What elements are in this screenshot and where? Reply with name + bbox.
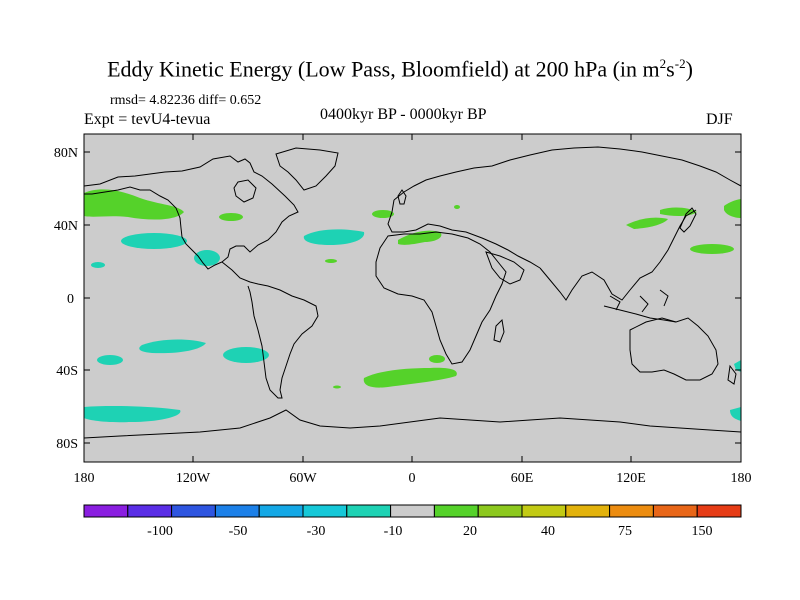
- coast-south-asia: [539, 209, 697, 301]
- colorbar-label-minus50: -50: [229, 524, 248, 539]
- lon-label-180w: 180: [74, 471, 95, 486]
- colorbar-box-8: [433, 504, 479, 518]
- lon-ticks: [83, 134, 742, 462]
- season-label: DJF: [706, 111, 733, 128]
- colorbar: [83, 504, 742, 518]
- title-end: ): [685, 56, 693, 82]
- coastlines: [83, 146, 742, 439]
- colorbar-label-20: 20: [463, 524, 477, 539]
- colorbar-label-minus100: -100: [147, 524, 173, 539]
- lon-label-120w: 120W: [176, 471, 211, 486]
- colorbar-labels: -100 -50 -30 -10 20 40 75 150: [147, 524, 712, 539]
- lat-label-80s: 80S: [56, 437, 78, 452]
- lon-label-120e: 120E: [616, 471, 646, 486]
- colorbar-box-13: [652, 504, 698, 518]
- colorbar-label-minus10: -10: [384, 524, 403, 539]
- coast-africa: [375, 231, 507, 365]
- title-main: Eddy Kinetic Energy (Low Pass, Bloomfiel…: [107, 56, 660, 82]
- lat-label-80n: 80N: [54, 146, 78, 161]
- coast-madagascar: [493, 318, 505, 343]
- map-background: [84, 134, 741, 462]
- title-sup-1: 2: [659, 56, 667, 71]
- colorbar-box-0: [83, 504, 129, 518]
- colorbar-label-75: 75: [618, 524, 632, 539]
- colorbar-box-11: [565, 504, 611, 518]
- colorbar-box-2: [171, 504, 216, 518]
- lat-label-40s: 40S: [56, 364, 78, 379]
- colorbar-box-14: [696, 504, 742, 518]
- colorbar-label-40: 40: [541, 524, 555, 539]
- lat-labels: 80N 40N 0 40S 80S: [54, 146, 78, 452]
- coast-eurasia: [393, 146, 742, 201]
- period-label: 0400kyr BP - 0000kyr BP: [320, 106, 487, 123]
- stats-text: rmsd= 4.82236 diff= 0.652: [110, 93, 262, 108]
- title-sup-2: -2: [674, 56, 686, 71]
- coast-japan: [679, 207, 697, 233]
- colorbar-label-150: 150: [692, 524, 713, 539]
- colorbar-box-9: [477, 504, 523, 518]
- coast-europe-south: [387, 199, 541, 269]
- negative-anomaly-regions: [84, 229, 741, 423]
- colorbar-box-4: [258, 504, 304, 518]
- coast-central-south-america: [221, 261, 319, 399]
- colorbar-label-minus30: -30: [307, 524, 326, 539]
- coast-arabia: [485, 251, 525, 285]
- colorbar-box-10: [521, 504, 567, 518]
- coast-indonesia: [603, 289, 677, 323]
- lon-label-0: 0: [409, 471, 416, 486]
- coast-greenland: [275, 147, 339, 191]
- title-mid: s: [666, 56, 675, 82]
- coast-antarctica: [83, 409, 742, 439]
- colorbar-box-6: [346, 504, 392, 518]
- colorbar-box-12: [609, 504, 654, 518]
- coast-hudson-bay: [233, 179, 257, 203]
- lon-label-180e: 180: [731, 471, 752, 486]
- lon-label-60w: 60W: [289, 471, 317, 486]
- coast-british-isles: [397, 189, 407, 205]
- lat-label-40n: 40N: [54, 219, 78, 234]
- coast-australia: [629, 317, 719, 381]
- lat-label-0: 0: [67, 292, 74, 307]
- colorbar-box-3: [214, 504, 260, 518]
- map-title: Eddy Kinetic Energy (Low Pass, Bloomfiel…: [0, 56, 800, 82]
- lat-ticks: [84, 151, 741, 444]
- colorbar-box-1: [127, 504, 173, 518]
- coast-north-america: [83, 155, 299, 270]
- colorbar-box-7: [390, 504, 435, 518]
- lon-label-60e: 60E: [511, 471, 534, 486]
- colorbar-box-5: [302, 504, 348, 518]
- experiment-label: Expt = tevU4-tevua: [84, 111, 211, 128]
- lon-labels: 180 120W 60W 0 60E 120E 180: [74, 471, 752, 486]
- positive-anomaly-regions: [84, 189, 741, 389]
- coast-new-zealand: [727, 364, 737, 385]
